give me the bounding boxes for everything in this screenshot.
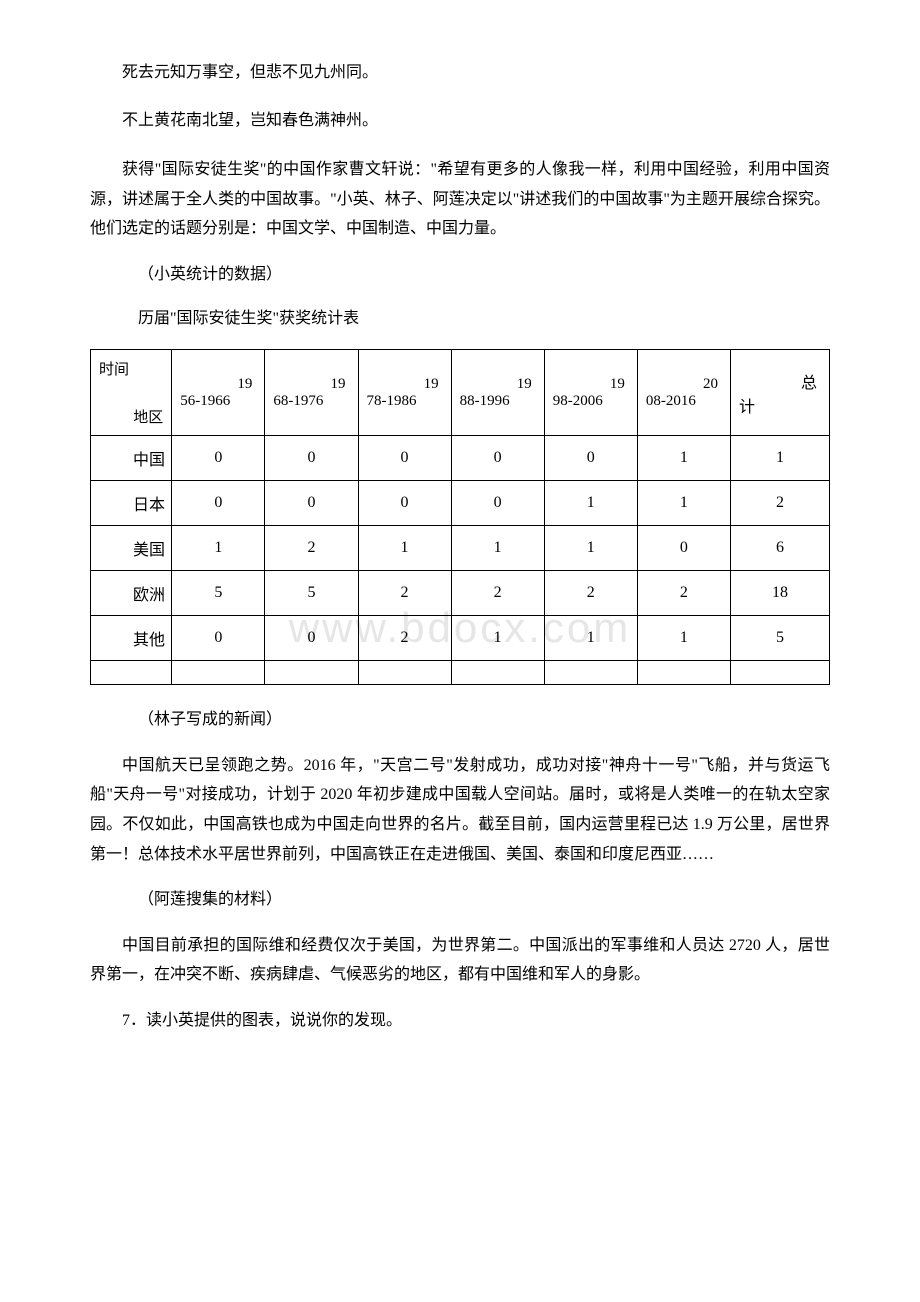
poem-line-1: 死去元知万事空，但悲不见九州同。 bbox=[90, 60, 830, 86]
cell: 1 bbox=[451, 526, 544, 571]
diag-label-bottom: 地区 bbox=[133, 406, 163, 427]
period-0: 19 56-1966 bbox=[172, 350, 265, 436]
table-row: 中国 0 0 0 0 0 1 1 bbox=[91, 436, 830, 481]
row-label-0: 中国 bbox=[91, 436, 172, 481]
cell: 0 bbox=[358, 481, 451, 526]
period-4: 19 98-2006 bbox=[544, 350, 637, 436]
cell: 0 bbox=[172, 616, 265, 661]
cell: 1 bbox=[451, 616, 544, 661]
total-header: 总 计 bbox=[730, 350, 829, 436]
row-label-3: 欧洲 bbox=[91, 571, 172, 616]
table-row: 美国 1 2 1 1 1 0 6 bbox=[91, 526, 830, 571]
cell: 2 bbox=[358, 616, 451, 661]
row-label-1: 日本 bbox=[91, 481, 172, 526]
table-title: 历届"国际安徒生奖"获奖统计表 bbox=[90, 306, 830, 332]
linzi-paragraph: 中国航天已呈领跑之势。2016 年，"天宫二号"发射成功，成功对接"神舟十一号"… bbox=[90, 751, 830, 869]
cell: 1 bbox=[544, 526, 637, 571]
poem-line-2: 不上黄花南北望，岂知春色满神州。 bbox=[90, 108, 830, 134]
xiaoying-label: （小英统计的数据） bbox=[90, 262, 830, 288]
table-diag-cell: 时间 地区 bbox=[91, 350, 172, 436]
cell: 2 bbox=[265, 526, 358, 571]
row-label-2: 美国 bbox=[91, 526, 172, 571]
cell: 2 bbox=[637, 571, 730, 616]
period-3: 19 88-1996 bbox=[451, 350, 544, 436]
cell: 1 bbox=[637, 436, 730, 481]
cell: 0 bbox=[544, 436, 637, 481]
period-1: 19 68-1976 bbox=[265, 350, 358, 436]
diag-label-top: 时间 bbox=[99, 358, 129, 379]
cell: 6 bbox=[730, 526, 829, 571]
linzi-label: （林子写成的新闻） bbox=[90, 707, 830, 733]
cell: 1 bbox=[358, 526, 451, 571]
cell: 0 bbox=[172, 436, 265, 481]
row-label-4: 其他 bbox=[91, 616, 172, 661]
alian-paragraph: 中国目前承担的国际维和经费仅次于美国，为世界第二。中国派出的军事维和人员达 27… bbox=[90, 931, 830, 990]
cell: 2 bbox=[544, 571, 637, 616]
table-row: 日本 0 0 0 0 1 1 2 bbox=[91, 481, 830, 526]
cell: 0 bbox=[451, 481, 544, 526]
cell: 2 bbox=[730, 481, 829, 526]
cell: 2 bbox=[358, 571, 451, 616]
table-row: 其他 0 0 2 1 1 1 5 bbox=[91, 616, 830, 661]
cell: 1 bbox=[637, 481, 730, 526]
table-row: 欧洲 5 5 2 2 2 2 18 bbox=[91, 571, 830, 616]
award-table: 时间 地区 19 56-1966 19 68-1976 19 78-1986 1… bbox=[90, 349, 830, 685]
intro-paragraph: 获得"国际安徒生奖"的中国作家曹文轩说："希望有更多的人像我一样，利用中国经验，… bbox=[90, 155, 830, 244]
cell: 1 bbox=[172, 526, 265, 571]
cell: 1 bbox=[544, 616, 637, 661]
period-5: 20 08-2016 bbox=[637, 350, 730, 436]
table-empty-row bbox=[91, 661, 830, 685]
cell: 0 bbox=[358, 436, 451, 481]
cell: 5 bbox=[265, 571, 358, 616]
cell: 5 bbox=[172, 571, 265, 616]
cell: 1 bbox=[730, 436, 829, 481]
cell: 18 bbox=[730, 571, 829, 616]
cell: 0 bbox=[637, 526, 730, 571]
alian-label: （阿莲搜集的材料） bbox=[90, 887, 830, 913]
table-container: www.bdocx.com 时间 地区 19 56-1966 19 68-197… bbox=[90, 349, 830, 685]
cell: 0 bbox=[265, 436, 358, 481]
cell: 1 bbox=[637, 616, 730, 661]
cell: 2 bbox=[451, 571, 544, 616]
question-7: 7．读小英提供的图表，说说你的发现。 bbox=[90, 1008, 830, 1034]
cell: 0 bbox=[451, 436, 544, 481]
cell: 1 bbox=[544, 481, 637, 526]
cell: 0 bbox=[265, 481, 358, 526]
cell: 0 bbox=[265, 616, 358, 661]
table-header-row: 时间 地区 19 56-1966 19 68-1976 19 78-1986 1… bbox=[91, 350, 830, 436]
cell: 0 bbox=[172, 481, 265, 526]
cell: 5 bbox=[730, 616, 829, 661]
period-2: 19 78-1986 bbox=[358, 350, 451, 436]
